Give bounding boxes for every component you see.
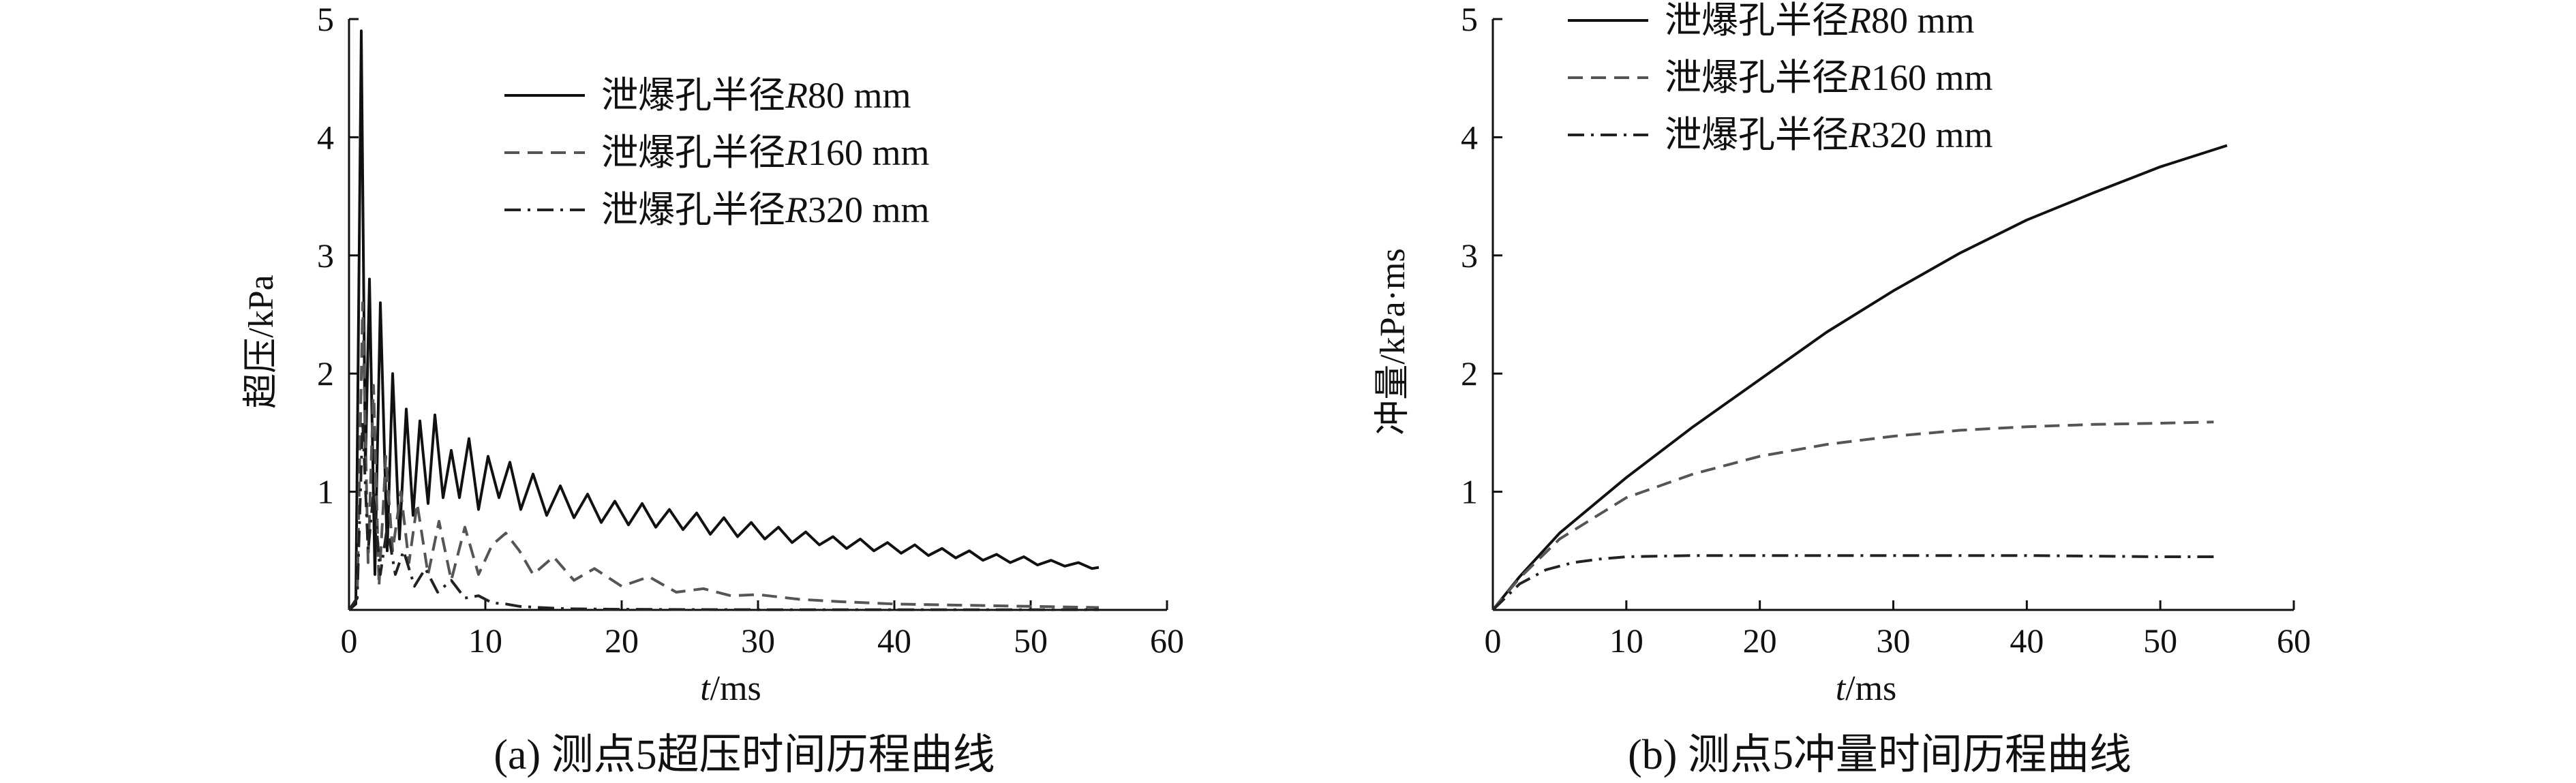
x-axis-title: t/ms (1836, 669, 1897, 708)
series-line-80mm (348, 29, 1100, 611)
legend-entry: 泄爆孔半径R320 mm (1665, 114, 1993, 155)
legend-entry: 泄爆孔半径R80 mm (601, 75, 911, 116)
x-tick-label: 20 (1743, 621, 1777, 660)
x-tick-label: 40 (2010, 621, 2044, 660)
legend-entry: 泄爆孔半径R160 mm (1665, 57, 1993, 98)
y-tick-label: 4 (317, 118, 334, 156)
series-line-320mm (1491, 554, 2214, 611)
legend: 泄爆孔半径R80 mm 泄爆孔半径R160 mm 泄爆孔半径R320 mm (504, 75, 930, 230)
y-tick-label: 2 (1461, 354, 1478, 393)
panel-caption: (a) 测点5超压时间历程曲线 (494, 732, 995, 778)
x-axis-title: t/ms (700, 669, 761, 708)
x-tick-label: 10 (468, 621, 502, 660)
y-tick-label: 5 (1461, 0, 1478, 38)
x-tick-label: 10 (1609, 621, 1643, 660)
legend-entry: 泄爆孔半径R80 mm (1665, 0, 1975, 41)
legend-entry: 泄爆孔半径R160 mm (601, 132, 930, 173)
series-line-320mm (348, 419, 1099, 611)
y-axis-title: 冲量/kPa·ms (1374, 248, 1412, 435)
y-tick-label: 1 (317, 473, 334, 511)
x-tick-label: 30 (1877, 621, 1911, 660)
x-tick-label: 60 (2277, 621, 2311, 660)
legend: 泄爆孔半径R80 mm 泄爆孔半径R160 mm 泄爆孔半径R320 mm (1568, 0, 1993, 155)
x-tick-label: 60 (1150, 621, 1184, 660)
y-tick-label: 3 (1461, 236, 1478, 275)
y-tick-label: 4 (1461, 118, 1478, 156)
y-tick-label: 5 (317, 0, 334, 38)
series-line-160mm (1491, 420, 2214, 611)
series-line-80mm (1491, 144, 2228, 611)
y-tick-label: 1 (1461, 473, 1478, 511)
panel-caption: (b) 测点5冲量时间历程曲线 (1628, 732, 2132, 778)
y-tick-label: 3 (317, 236, 334, 275)
x-tick-label: 20 (605, 621, 639, 660)
x-tick-label: 40 (877, 621, 911, 660)
x-tick-label: 50 (1014, 621, 1048, 660)
x-tick-label: 50 (2143, 621, 2177, 660)
series-line-160mm (348, 301, 1100, 611)
y-tick-label: 2 (317, 354, 334, 393)
x-tick-label: 0 (1485, 621, 1502, 660)
chart-panel-b: 0 10 20 30 40 50 60 1 2 3 4 5 t/ms 冲量/kPa·ms 泄爆孔半径R80 … (1374, 0, 2311, 778)
legend-entry: 泄爆孔半径R320 mm (601, 189, 930, 230)
x-tick-label: 0 (341, 621, 358, 660)
x-tick-label: 30 (741, 621, 775, 660)
y-axis-title: 超压/kPa (242, 275, 281, 408)
